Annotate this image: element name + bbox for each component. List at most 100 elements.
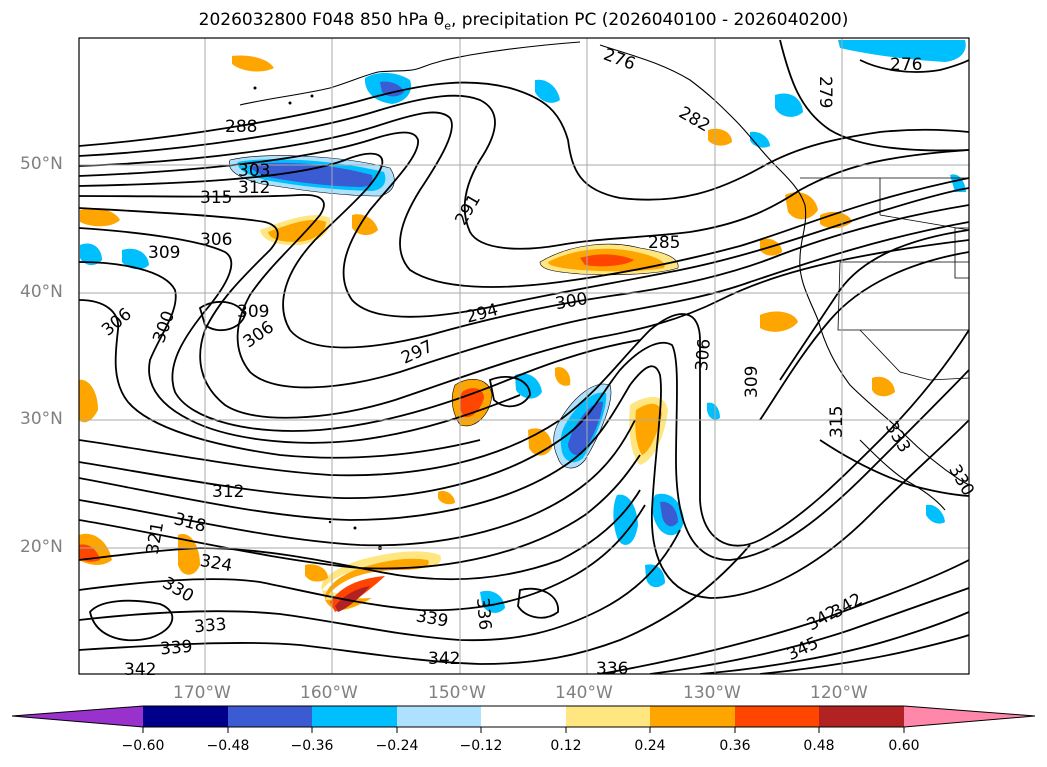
contour-label: 312	[212, 482, 244, 502]
contour-line	[79, 341, 969, 561]
precip-shade	[122, 248, 149, 270]
lon-label: 140°W	[555, 683, 613, 703]
lat-label: 50°N	[20, 154, 63, 174]
colorbar-swatch	[819, 706, 904, 727]
contour-label: 309	[148, 243, 180, 263]
contour-line	[79, 313, 969, 547]
colorbar-swatch	[228, 706, 312, 727]
precip-shade	[926, 504, 945, 524]
precip-shade	[438, 490, 455, 505]
precip-shade	[335, 586, 370, 612]
contour-line	[198, 300, 246, 332]
colorbar-swatch	[566, 706, 650, 727]
colorbar-label: −0.12	[459, 738, 503, 754]
state-borders	[954, 227, 969, 279]
islands	[253, 86, 382, 550]
title-text: 2026032800 F048 850 hPa θ	[198, 10, 445, 30]
precip-shade	[249, 162, 373, 187]
lat-label: 30°N	[20, 409, 63, 429]
colorbar-ticks	[142, 727, 905, 733]
precip-shade	[232, 55, 274, 72]
contour-line	[859, 59, 969, 73]
precip-shade	[305, 564, 328, 582]
contour-line	[79, 544, 751, 665]
colorbar-swatch	[481, 706, 566, 727]
contour-label: 315	[827, 406, 847, 438]
contour-line	[488, 375, 531, 408]
precip-shade	[950, 174, 966, 192]
map-title: 2026032800 F048 850 hPa θe, precipitatio…	[0, 10, 1047, 32]
colorbar-label: −0.60	[121, 738, 165, 754]
contour-line	[759, 634, 969, 674]
contour-label: 339	[159, 637, 193, 660]
contour-line	[79, 111, 969, 288]
colorbar-label: 0.24	[634, 738, 666, 754]
contour-label: 342	[428, 649, 460, 669]
contour-line	[79, 365, 969, 599]
precip-negative	[80, 40, 966, 613]
colorbar-extend-high	[904, 706, 1035, 727]
colorbar-label: 0.60	[888, 738, 920, 754]
colorbar-swatch	[397, 706, 481, 727]
colorbar-extend-low	[12, 706, 143, 727]
lat-label: 20°N	[20, 537, 63, 557]
lon-label: 120°W	[810, 683, 868, 703]
precip-shade	[635, 403, 662, 455]
contour-line	[79, 131, 969, 318]
colorbar-label: 0.48	[803, 738, 835, 754]
west-coast	[599, 44, 969, 486]
precip-shade	[580, 254, 634, 267]
precip-shade	[352, 214, 378, 236]
precip-shade	[80, 243, 102, 266]
contour-label: 285	[648, 233, 680, 253]
gridlines	[79, 38, 969, 674]
colorbar-swatch	[735, 706, 819, 727]
contour-label: 309	[742, 366, 762, 398]
precip-shade	[707, 402, 720, 420]
precip-shade	[613, 494, 638, 545]
contour-label: 288	[225, 117, 257, 137]
contour-line	[819, 439, 969, 497]
contour-line	[79, 504, 646, 612]
title-subscript: e	[444, 19, 451, 33]
contour-label: 336	[472, 597, 495, 631]
contour-label: 306	[692, 338, 715, 372]
colorbar-label: −0.24	[375, 738, 419, 754]
contour-line	[79, 454, 641, 570]
colorbar-label: 0.36	[719, 738, 751, 754]
map-frame	[78, 37, 970, 675]
contour-label: 315	[200, 188, 232, 208]
precip-outline	[539, 243, 679, 276]
lon-label: 170°W	[173, 683, 231, 703]
precip-shade	[872, 376, 895, 397]
contour-line	[79, 261, 521, 444]
contour-line	[759, 251, 969, 421]
contour-line	[79, 94, 969, 250]
contour-line	[779, 39, 969, 152]
precip-shade	[568, 401, 603, 456]
contour-line	[79, 194, 969, 389]
colorbar-swatch	[143, 706, 228, 727]
precip-shade	[480, 590, 505, 613]
precip-shade	[775, 93, 803, 117]
precip-outline	[228, 155, 395, 197]
contour-label: 309	[237, 302, 269, 322]
island	[253, 86, 257, 90]
precip-shade	[178, 534, 200, 575]
precip-positive	[79, 55, 895, 612]
contour-label: 312	[238, 178, 270, 198]
island	[288, 101, 292, 105]
state-borders	[837, 261, 969, 331]
colorbar-label: −0.48	[206, 738, 250, 754]
island	[353, 526, 357, 530]
lat-label: 40°N	[20, 282, 63, 302]
contour-line	[779, 229, 969, 381]
contour-line	[599, 559, 969, 674]
contour-line	[79, 419, 636, 547]
precip-shade	[760, 311, 798, 332]
precip-shade	[80, 208, 120, 227]
island	[310, 94, 314, 98]
alaska-coast	[239, 41, 581, 106]
contour-line	[79, 152, 969, 349]
contour-label: 276	[890, 55, 922, 75]
